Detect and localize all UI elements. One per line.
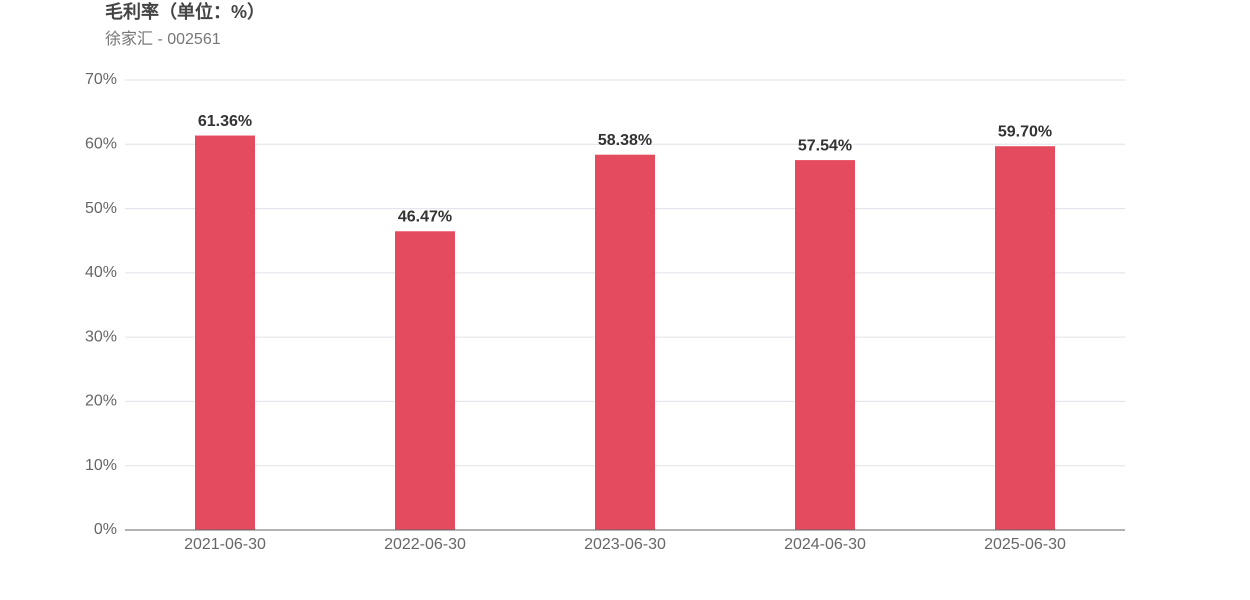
data-label: 57.54%: [798, 137, 852, 154]
bar: [395, 231, 455, 530]
data-label: 58.38%: [598, 132, 652, 149]
x-tick-label: 2025-06-30: [984, 536, 1066, 553]
y-tick-label: 40%: [85, 264, 117, 281]
y-tick-label: 30%: [85, 328, 117, 345]
x-tick-label: 2024-06-30: [784, 536, 866, 553]
x-tick-label: 2021-06-30: [184, 536, 266, 553]
y-tick-label: 60%: [85, 136, 117, 153]
data-label: 59.70%: [998, 123, 1052, 140]
bar: [595, 154, 655, 530]
data-label: 61.36%: [198, 113, 252, 130]
bar: [795, 160, 855, 530]
x-tick-label: 2022-06-30: [384, 536, 466, 553]
y-tick-label: 20%: [85, 393, 117, 410]
y-tick-label: 70%: [85, 71, 117, 88]
bar: [195, 135, 255, 531]
data-label: 46.47%: [398, 208, 452, 225]
y-tick-label: 0%: [94, 521, 117, 538]
bar: [995, 146, 1055, 530]
chart-title: 毛利率（单位：%）: [105, 1, 265, 22]
y-tick-label: 10%: [85, 457, 117, 474]
y-tick-label: 50%: [85, 200, 117, 217]
x-tick-label: 2023-06-30: [584, 536, 666, 553]
chart-subtitle: 徐家汇 - 002561: [105, 30, 221, 48]
